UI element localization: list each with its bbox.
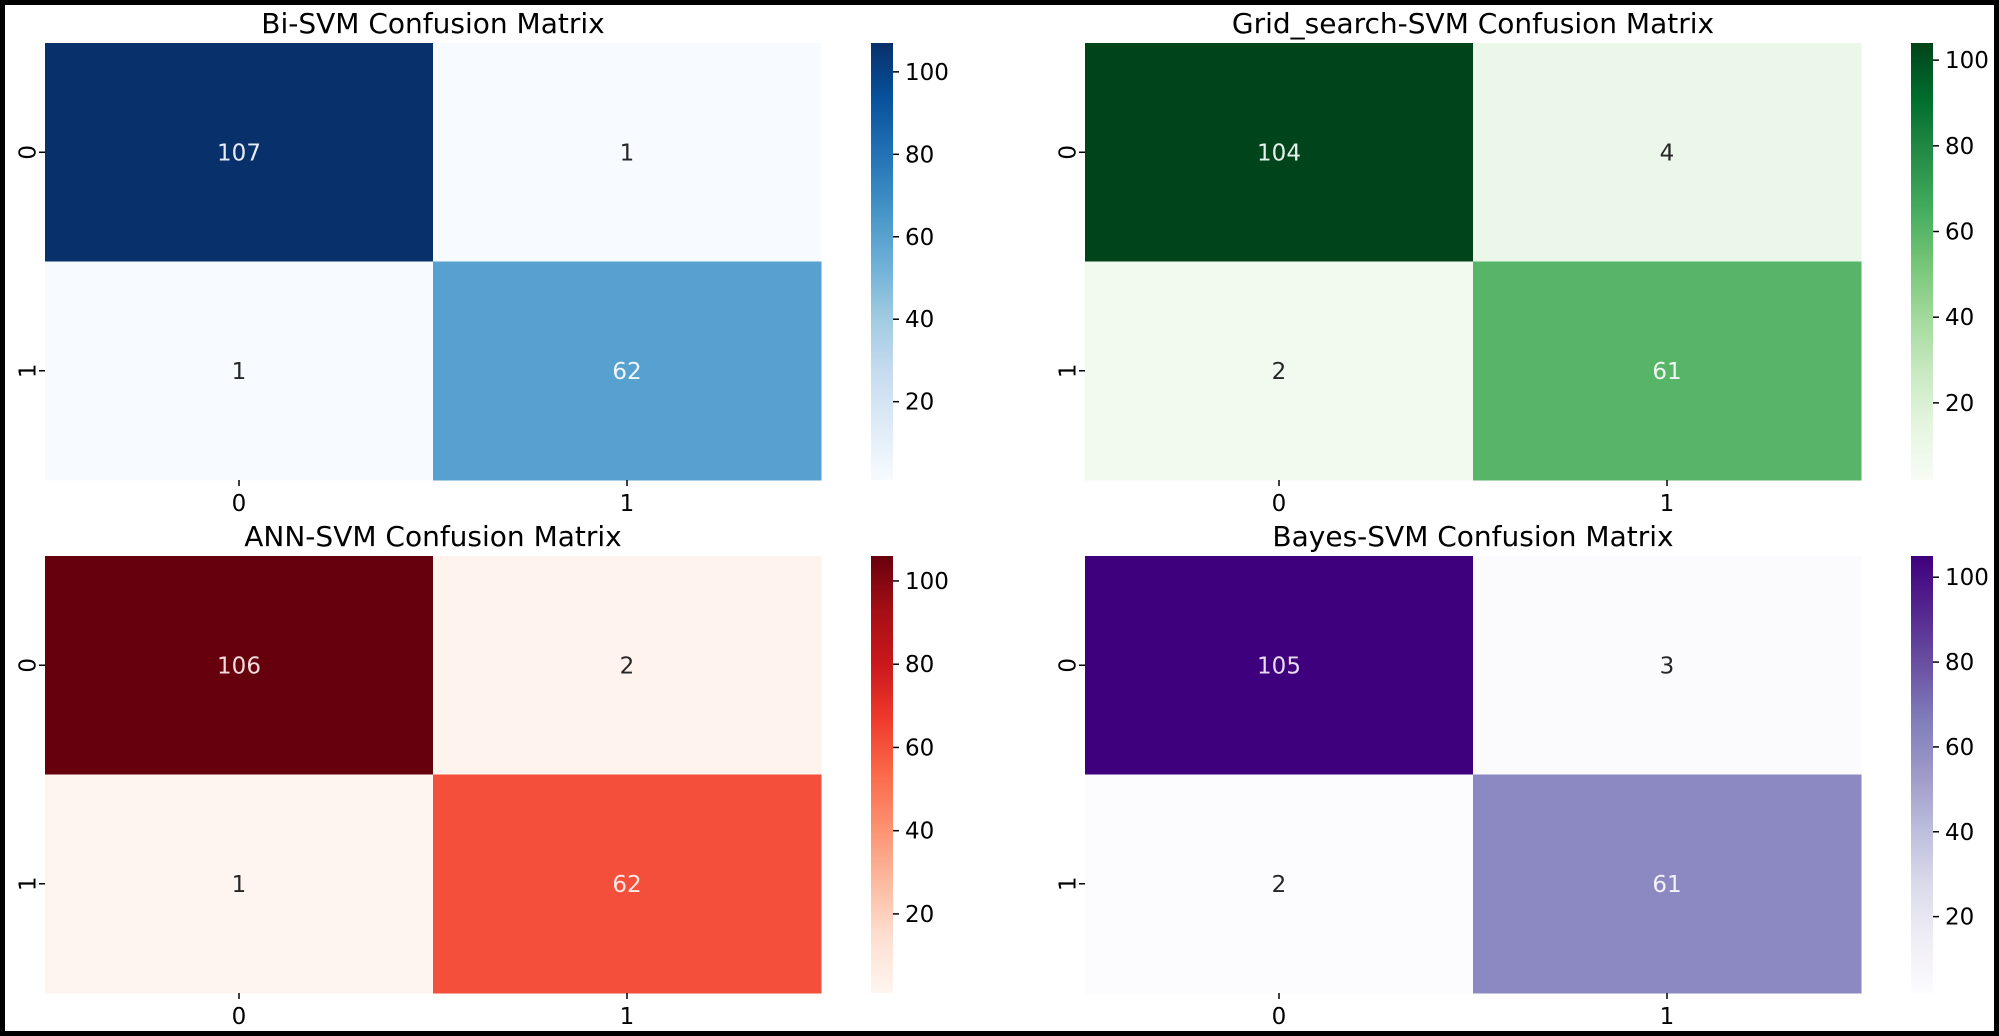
cell-value-label: 2 [1272,359,1287,385]
colorbar-tick-label: 100 [1945,48,1989,74]
x-tick-label: 0 [232,491,247,517]
chart-title: Bayes-SVM Confusion Matrix [1272,520,1673,553]
x-tick-label: 1 [620,491,635,517]
heatmap-cell-r0-c1 [433,43,822,262]
cell-value-label: 1 [232,359,247,385]
heatmap-panel-3: ANN-SVM Confusion Matrix 106 2 1 62 0 1 0 1 20 40 6… [16,520,949,1030]
heatmap-cell-r1-c0 [45,774,434,994]
y-tick-label: 0 [16,145,42,160]
colorbar-tick-label: 60 [1945,735,1974,761]
heatmap-cell-r1-c1 [1473,261,1862,481]
colorbar-tick-label: 100 [905,60,949,86]
y-tick-label: 1 [1056,363,1082,378]
colorbar [1911,556,1933,993]
chart-title: ANN-SVM Confusion Matrix [244,520,621,553]
cell-value-label: 106 [217,653,261,679]
cell-value-label: 107 [217,140,261,166]
cell-value-label: 61 [1652,359,1681,385]
x-tick-label: 0 [232,1004,247,1030]
colorbar-tick-label: 20 [905,902,934,928]
heatmap-cell-r0-c0 [1085,43,1474,262]
heatmap-cell-r1-c0 [1085,261,1474,481]
heatmap-panel-1: Bi-SVM Confusion Matrix 107 1 1 62 0 1 0 1 20 40 60… [16,7,949,517]
colorbar-tick-label: 20 [1945,905,1974,931]
colorbar-tick-label: 100 [905,569,949,595]
colorbar-tick-label: 60 [1945,220,1974,246]
heatmap-cell-r0-c0 [45,43,434,262]
colorbar [871,43,893,480]
y-tick-label: 1 [1056,876,1082,891]
x-tick-label: 1 [1660,1004,1675,1030]
heatmap-cell-r1-c1 [433,774,822,994]
heatmap-cell-r0-c1 [1473,556,1862,775]
colorbar-tick-label: 80 [1945,650,1974,676]
heatmap-panel-2: Grid_search-SVM Confusion Matrix 104 4 2 61 0… [1056,7,1989,517]
heatmap-cell-r0-c0 [1085,556,1474,775]
y-tick-label: 0 [1056,145,1082,160]
colorbar-tick-label: 100 [1945,565,1989,591]
colorbar-tick-label: 40 [1945,820,1974,846]
cell-value-label: 105 [1257,653,1301,679]
cell-value-label: 2 [620,653,635,679]
heatmap-cell-r1-c1 [1473,774,1862,994]
heatmap-cell-r1-c1 [433,261,822,481]
cell-value-label: 3 [1660,653,1675,679]
colorbar-tick-label: 60 [905,735,934,761]
y-tick-label: 1 [16,363,42,378]
heatmap-cell-r1-c0 [45,261,434,481]
colorbar-tick-label: 40 [905,307,934,333]
cell-value-label: 1 [620,140,635,166]
cell-value-label: 4 [1660,140,1675,166]
cell-value-label: 104 [1257,140,1301,166]
heatmap-cell-r0-c0 [45,556,434,775]
figure-canvas: Bi-SVM Confusion Matrix 107 1 1 62 0 1 0 1 20 40 60… [5,5,1994,1031]
heatmap-panel-4: Bayes-SVM Confusion Matrix 105 3 2 61 0 1 0 1 20 4… [1056,520,1989,1030]
colorbar-tick-label: 80 [905,652,934,678]
y-tick-label: 1 [16,876,42,891]
colorbar-tick-label: 80 [1945,134,1974,160]
cell-value-label: 62 [612,872,641,898]
colorbar [1911,43,1933,480]
colorbar-tick-label: 40 [905,819,934,845]
cell-value-label: 62 [612,359,641,385]
x-tick-label: 0 [1272,491,1287,517]
chart-title: Bi-SVM Confusion Matrix [261,7,604,40]
x-tick-label: 0 [1272,1004,1287,1030]
colorbar [871,556,893,993]
x-tick-label: 1 [1660,491,1675,517]
heatmap-cell-r0-c1 [433,556,822,775]
heatmap-cell-r1-c0 [1085,774,1474,994]
colorbar-tick-label: 60 [905,225,934,251]
cell-value-label: 1 [232,872,247,898]
colorbar-tick-label: 20 [1945,391,1974,417]
heatmap-cell-r0-c1 [1473,43,1862,262]
cell-value-label: 2 [1272,872,1287,898]
y-tick-label: 0 [16,658,42,673]
x-tick-label: 1 [620,1004,635,1030]
colorbar-tick-label: 40 [1945,305,1974,331]
y-tick-label: 0 [1056,658,1082,673]
chart-title: Grid_search-SVM Confusion Matrix [1232,7,1714,40]
colorbar-tick-label: 20 [905,390,934,416]
colorbar-tick-label: 80 [905,142,934,168]
cell-value-label: 61 [1652,872,1681,898]
